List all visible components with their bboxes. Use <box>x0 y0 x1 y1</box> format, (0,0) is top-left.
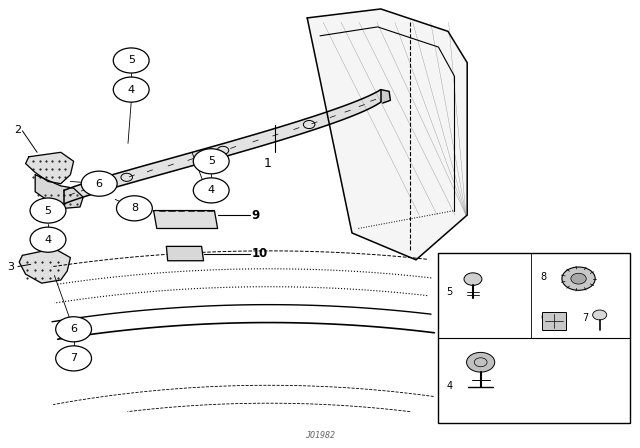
Polygon shape <box>307 9 467 260</box>
Circle shape <box>571 273 586 284</box>
Polygon shape <box>381 90 390 103</box>
Text: 4: 4 <box>44 235 52 245</box>
Polygon shape <box>26 152 74 184</box>
Circle shape <box>562 267 595 290</box>
Circle shape <box>113 48 149 73</box>
Text: 5: 5 <box>446 287 452 297</box>
Text: 5: 5 <box>208 156 214 166</box>
Text: 4: 4 <box>446 381 452 391</box>
Circle shape <box>30 198 66 223</box>
Text: 4: 4 <box>127 85 135 95</box>
Circle shape <box>30 227 66 252</box>
Circle shape <box>56 346 92 371</box>
Circle shape <box>56 317 92 342</box>
Circle shape <box>116 196 152 221</box>
Bar <box>438 253 630 423</box>
Polygon shape <box>166 246 204 261</box>
Circle shape <box>593 310 607 320</box>
Polygon shape <box>19 249 70 283</box>
Text: 1: 1 <box>264 157 272 170</box>
Text: 7: 7 <box>582 313 589 323</box>
Text: 9: 9 <box>252 208 260 222</box>
Text: 5: 5 <box>45 206 51 215</box>
Text: 6: 6 <box>70 324 77 334</box>
Text: 4: 4 <box>207 185 215 195</box>
Polygon shape <box>154 211 218 228</box>
Text: 2: 2 <box>14 125 21 135</box>
Text: JO1982: JO1982 <box>305 431 335 440</box>
Text: 6: 6 <box>96 179 102 189</box>
Circle shape <box>81 171 117 196</box>
Circle shape <box>193 178 229 203</box>
Circle shape <box>193 149 229 174</box>
Circle shape <box>113 77 149 102</box>
Text: 8: 8 <box>131 203 138 213</box>
Polygon shape <box>64 90 381 204</box>
Text: 7: 7 <box>70 353 77 363</box>
Circle shape <box>467 353 495 372</box>
Text: 8: 8 <box>540 272 547 282</box>
Polygon shape <box>35 175 83 208</box>
Bar <box>542 312 566 330</box>
Text: 10: 10 <box>252 247 268 260</box>
Text: 3: 3 <box>8 262 15 271</box>
Text: 6: 6 <box>540 313 547 323</box>
Circle shape <box>464 273 482 285</box>
Text: 5: 5 <box>128 56 134 65</box>
